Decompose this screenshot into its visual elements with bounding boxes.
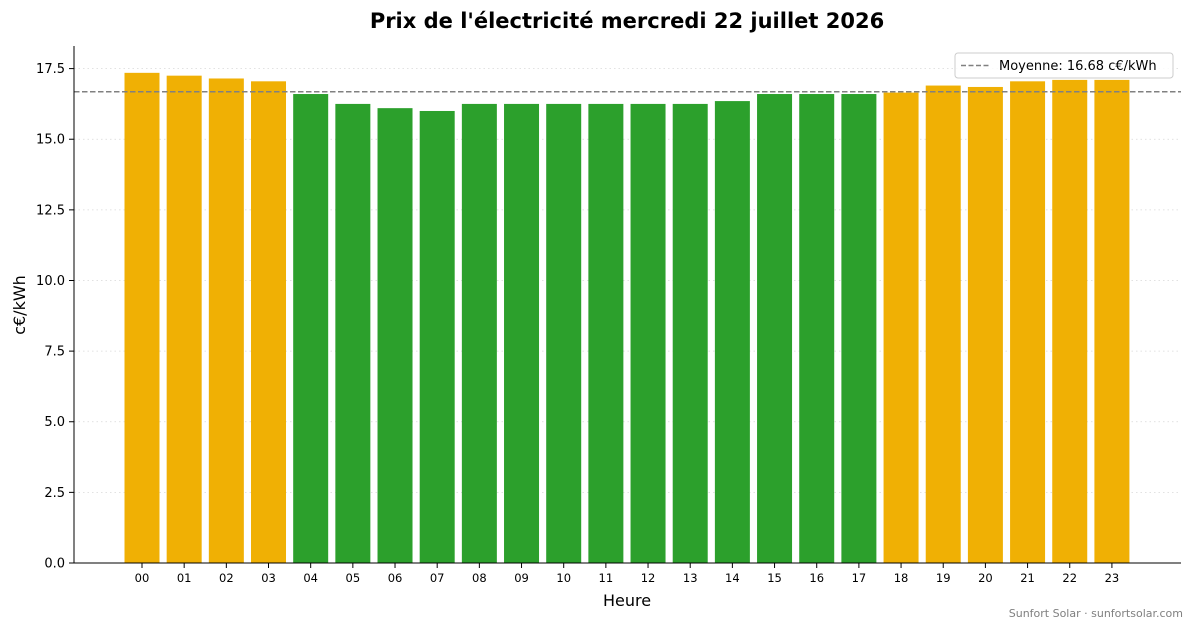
x-tick-label: 17: [852, 571, 867, 585]
x-tick-label: 12: [641, 571, 656, 585]
y-tick-label: 0.0: [44, 557, 65, 572]
x-tick-label: 16: [809, 571, 824, 585]
y-tick-label: 5.0: [44, 415, 65, 430]
bar-hour-07: [419, 110, 455, 563]
bar-hour-02: [208, 78, 244, 563]
bars: [124, 72, 1130, 564]
bar-hour-23: [1094, 79, 1130, 563]
x-tick-label: 13: [683, 571, 698, 585]
legend-average-label: Moyenne: 16.68 c€/kWh: [999, 59, 1157, 74]
x-axis-label: Heure: [603, 591, 651, 610]
footer-credit: Sunfort Solar · sunfortsolar.com: [1009, 607, 1183, 620]
bar-hour-12: [630, 103, 666, 564]
x-tick-label: 08: [472, 571, 487, 585]
bar-hour-08: [461, 103, 497, 564]
bar-hour-21: [1010, 81, 1046, 563]
x-tick-label: 04: [303, 571, 318, 585]
bar-hour-18: [883, 92, 919, 564]
x-ticks: 00 01 02 03 04 05 06 07 08 09 10 11 12 13 14 15 16 17 18 19…: [135, 563, 1120, 585]
bar-hour-00: [124, 72, 160, 563]
y-ticks: 0.0 2.5 5.0 7.5 10.0 12.5 15.0 17.5: [36, 62, 74, 572]
bar-hour-20: [967, 86, 1003, 563]
bar-hour-16: [799, 94, 835, 564]
bar-hour-04: [293, 94, 329, 564]
x-tick-label: 10: [556, 571, 571, 585]
bar-hour-17: [841, 94, 877, 564]
x-tick-label: 06: [388, 571, 403, 585]
y-tick-label: 2.5: [44, 486, 65, 501]
x-tick-label: 09: [514, 571, 529, 585]
x-tick-label: 21: [1020, 571, 1035, 585]
y-tick-label: 15.0: [36, 133, 65, 148]
bar-hour-14: [714, 101, 750, 564]
bar-hour-06: [377, 108, 413, 563]
y-tick-label: 17.5: [36, 62, 65, 77]
bar-hour-10: [546, 103, 582, 564]
y-tick-label: 12.5: [36, 203, 65, 218]
x-tick-label: 00: [135, 571, 150, 585]
x-tick-label: 14: [725, 571, 740, 585]
x-tick-label: 05: [346, 571, 361, 585]
x-tick-label: 22: [1062, 571, 1077, 585]
x-tick-label: 01: [177, 571, 192, 585]
x-tick-label: 11: [599, 571, 614, 585]
bar-hour-09: [504, 103, 540, 564]
bar-hour-11: [588, 103, 624, 564]
x-tick-label: 20: [978, 571, 993, 585]
y-tick-label: 7.5: [44, 345, 65, 360]
x-tick-label: 23: [1105, 571, 1120, 585]
x-tick-label: 18: [894, 571, 909, 585]
bar-hour-15: [757, 94, 793, 564]
bar-hour-01: [166, 75, 202, 563]
x-tick-label: 02: [219, 571, 234, 585]
x-tick-label: 15: [767, 571, 782, 585]
x-tick-label: 03: [261, 571, 276, 585]
y-axis-label: c€/kWh: [10, 275, 29, 335]
x-tick-label: 19: [936, 571, 951, 585]
y-tick-label: 10.0: [36, 274, 65, 289]
bar-hour-13: [672, 103, 708, 564]
legend-box: [954, 52, 1174, 79]
bar-hour-19: [925, 85, 961, 563]
chart-title: Prix de l'électricité mercredi 22 juille…: [370, 9, 884, 33]
axes: [73, 46, 1181, 564]
bar-hour-05: [335, 103, 371, 564]
legend: Moyenne: 16.68 c€/kWh: [954, 52, 1174, 79]
x-tick-label: 07: [430, 571, 445, 585]
bar-hour-22: [1052, 79, 1088, 563]
bar-hour-03: [251, 81, 287, 563]
